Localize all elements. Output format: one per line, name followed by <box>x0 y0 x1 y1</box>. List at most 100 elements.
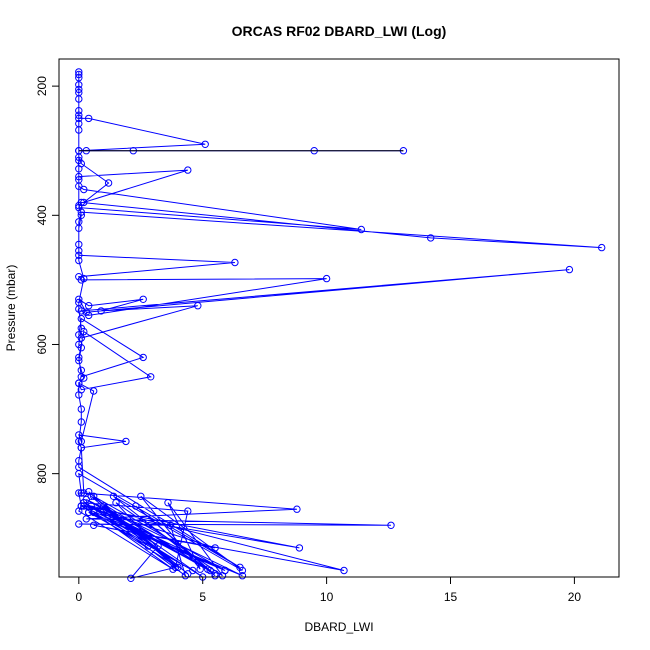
data-point <box>77 405 86 413</box>
data-point <box>139 353 147 362</box>
data-point <box>75 356 83 365</box>
data-point <box>357 225 365 234</box>
data-point <box>104 179 113 187</box>
data-point <box>75 153 83 161</box>
data-point <box>85 508 93 517</box>
data-point <box>154 542 162 550</box>
data-point <box>340 566 348 575</box>
chart-title: ORCAS RF02 DBARD_LWI (Log) <box>232 23 447 39</box>
data-point <box>169 565 177 573</box>
data-point <box>75 107 83 115</box>
data-point <box>293 505 301 513</box>
data-point <box>132 502 140 510</box>
data-point <box>211 544 219 552</box>
data-point <box>75 114 83 123</box>
data-point <box>174 563 182 571</box>
data-point <box>80 489 88 497</box>
data-point <box>109 492 118 500</box>
data-point <box>77 366 86 374</box>
data-point <box>75 68 83 76</box>
data-point <box>75 74 83 82</box>
data-point <box>184 166 192 174</box>
data-point <box>75 353 83 362</box>
data-point <box>90 521 98 529</box>
data-point <box>144 542 152 550</box>
data-point <box>75 247 83 255</box>
data-point <box>75 379 83 387</box>
x-tick-label: 5 <box>199 590 206 604</box>
data-point <box>80 185 88 194</box>
x-tick-label: 10 <box>320 590 334 604</box>
data-point <box>122 437 130 446</box>
data-point <box>77 489 86 497</box>
x-axis-label: DBARD_LWI <box>304 620 373 634</box>
data-point <box>75 111 83 119</box>
data-point <box>77 444 86 452</box>
data-point <box>90 492 98 500</box>
data-point <box>77 324 86 332</box>
series-layer <box>75 68 606 582</box>
data-point <box>238 566 247 575</box>
data-point <box>139 295 147 303</box>
data-point <box>75 172 83 181</box>
data-point <box>85 114 93 123</box>
data-point <box>77 418 86 426</box>
data-point <box>75 156 83 165</box>
data-point <box>75 256 83 265</box>
data-point <box>598 243 606 252</box>
data-point <box>75 95 83 103</box>
data-point <box>82 308 91 316</box>
data-point <box>99 507 108 515</box>
data-point <box>295 544 304 552</box>
y-tick-label: 800 <box>35 463 49 483</box>
data-point <box>90 508 98 517</box>
data-point <box>231 258 239 267</box>
data-point <box>75 520 83 528</box>
data-point <box>80 374 88 382</box>
data-point <box>194 302 202 310</box>
data-point <box>75 437 83 446</box>
data-point <box>97 307 105 315</box>
data-point <box>181 572 190 580</box>
data-point <box>80 502 88 510</box>
data-point <box>77 211 86 220</box>
data-point <box>221 566 229 575</box>
data-point <box>75 201 83 210</box>
data-point <box>75 340 83 349</box>
data-point <box>75 85 83 94</box>
data-point <box>184 507 192 515</box>
data-point <box>427 234 435 242</box>
data-point <box>80 274 88 283</box>
data-point <box>82 495 91 504</box>
data-point <box>75 251 83 260</box>
y-tick-label: 200 <box>35 76 49 96</box>
data-point <box>238 572 247 580</box>
data-point <box>75 176 83 184</box>
data-point <box>112 499 120 507</box>
x-tick-label: 0 <box>75 590 82 604</box>
data-point <box>189 566 197 575</box>
y-tick-label: 400 <box>35 205 49 225</box>
y-axis: 200 400 600 800 <box>35 76 60 484</box>
data-point <box>127 574 135 582</box>
data-point <box>196 565 204 573</box>
data-point <box>90 387 98 395</box>
data-point <box>75 489 83 497</box>
data-point <box>75 470 83 478</box>
data-point <box>75 70 83 79</box>
data-point <box>85 302 93 310</box>
data-point <box>82 515 91 523</box>
data-point <box>75 391 83 399</box>
data-point <box>75 119 83 128</box>
data-point <box>75 165 83 173</box>
data-point <box>211 572 219 580</box>
data-point <box>75 81 83 89</box>
x-tick-label: 20 <box>568 590 582 604</box>
data-point <box>77 314 86 323</box>
data-point <box>164 499 172 507</box>
data-point <box>75 224 83 232</box>
data-point <box>75 295 83 303</box>
data-point <box>137 492 145 500</box>
data-point <box>75 298 83 307</box>
